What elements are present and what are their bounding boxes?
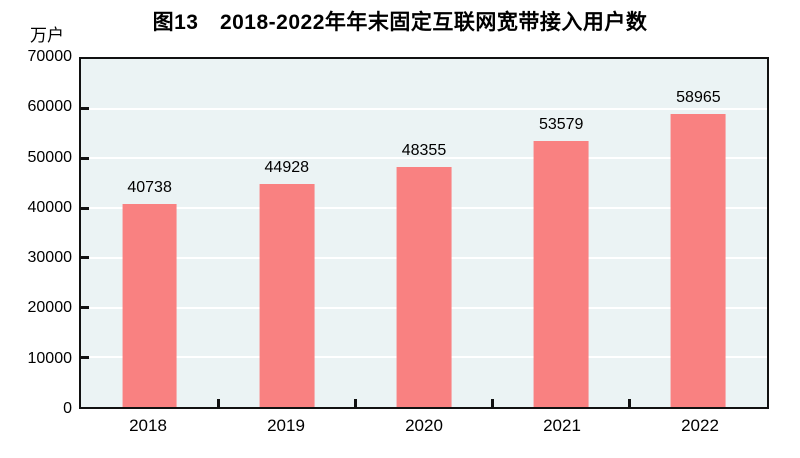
bar: [533, 140, 589, 407]
x-axis-tick: [216, 399, 220, 407]
x-axis-tick: [628, 399, 632, 407]
y-axis-tick: [81, 306, 89, 310]
y-axis-unit-label: 万户: [30, 26, 64, 45]
bar: [259, 183, 315, 407]
gridline: [81, 107, 767, 110]
y-axis-tick: [81, 206, 89, 210]
chart-title: 图13 2018-2022年年末固定互联网宽带接入用户数: [152, 11, 648, 34]
bar: [396, 166, 452, 407]
y-axis-tick: [81, 156, 89, 160]
y-tick-label: 70000: [27, 48, 73, 65]
bar-slot: 44928: [218, 59, 355, 407]
plot-area: 40738 44928 48355 53579 58965: [79, 57, 769, 409]
bar-value-label: 58965: [676, 88, 721, 106]
y-tick-label: 0: [63, 400, 72, 417]
y-tick-label: 60000: [27, 98, 73, 116]
bar-value-label: 53579: [538, 115, 584, 133]
y-axis-tick: [81, 256, 89, 260]
bar-value-label: 44928: [264, 158, 310, 176]
x-axis-tick: [491, 399, 495, 407]
y-axis-tick: [81, 107, 89, 111]
x-tick-label: 2022: [681, 416, 719, 435]
y-tick-label: 20000: [27, 299, 73, 317]
x-tick-label: 2019: [267, 416, 305, 435]
y-tick-label: 50000: [27, 148, 73, 166]
x-axis-tick: [353, 399, 357, 407]
bar-value-label: 40738: [127, 179, 172, 197]
bar-slot: 48355: [355, 59, 492, 407]
bar-slot: 40738: [81, 59, 218, 407]
bar-slot: 58965: [630, 59, 767, 407]
x-tick-label: 2020: [405, 416, 443, 435]
bar: [122, 204, 178, 407]
gridline: [81, 157, 767, 160]
x-tick-label: 2021: [543, 416, 581, 435]
bar-value-label: 48355: [401, 141, 447, 159]
x-tick-label: 2018: [129, 416, 167, 435]
bar-slot: 53579: [493, 59, 630, 407]
y-tick-label: 30000: [27, 249, 73, 267]
bar: [670, 113, 726, 407]
y-tick-label: 40000: [27, 198, 73, 216]
y-tick-label: 10000: [27, 349, 73, 367]
y-axis-tick: [81, 355, 89, 359]
y-axis-tick-labels: 0 10000 20000 30000 40000 50000 60000 70000: [0, 48, 73, 417]
x-axis-tick-labels: 2018 2019 2020 2021 2022: [79, 416, 769, 440]
